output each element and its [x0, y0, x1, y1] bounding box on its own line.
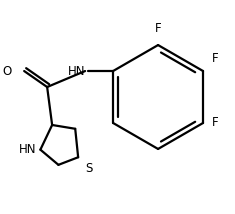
Text: O: O: [2, 65, 11, 77]
Text: F: F: [155, 22, 161, 35]
Text: S: S: [85, 162, 93, 175]
Text: HN: HN: [19, 143, 36, 156]
Text: HN: HN: [68, 65, 85, 77]
Text: F: F: [212, 52, 219, 65]
Text: F: F: [212, 116, 219, 129]
